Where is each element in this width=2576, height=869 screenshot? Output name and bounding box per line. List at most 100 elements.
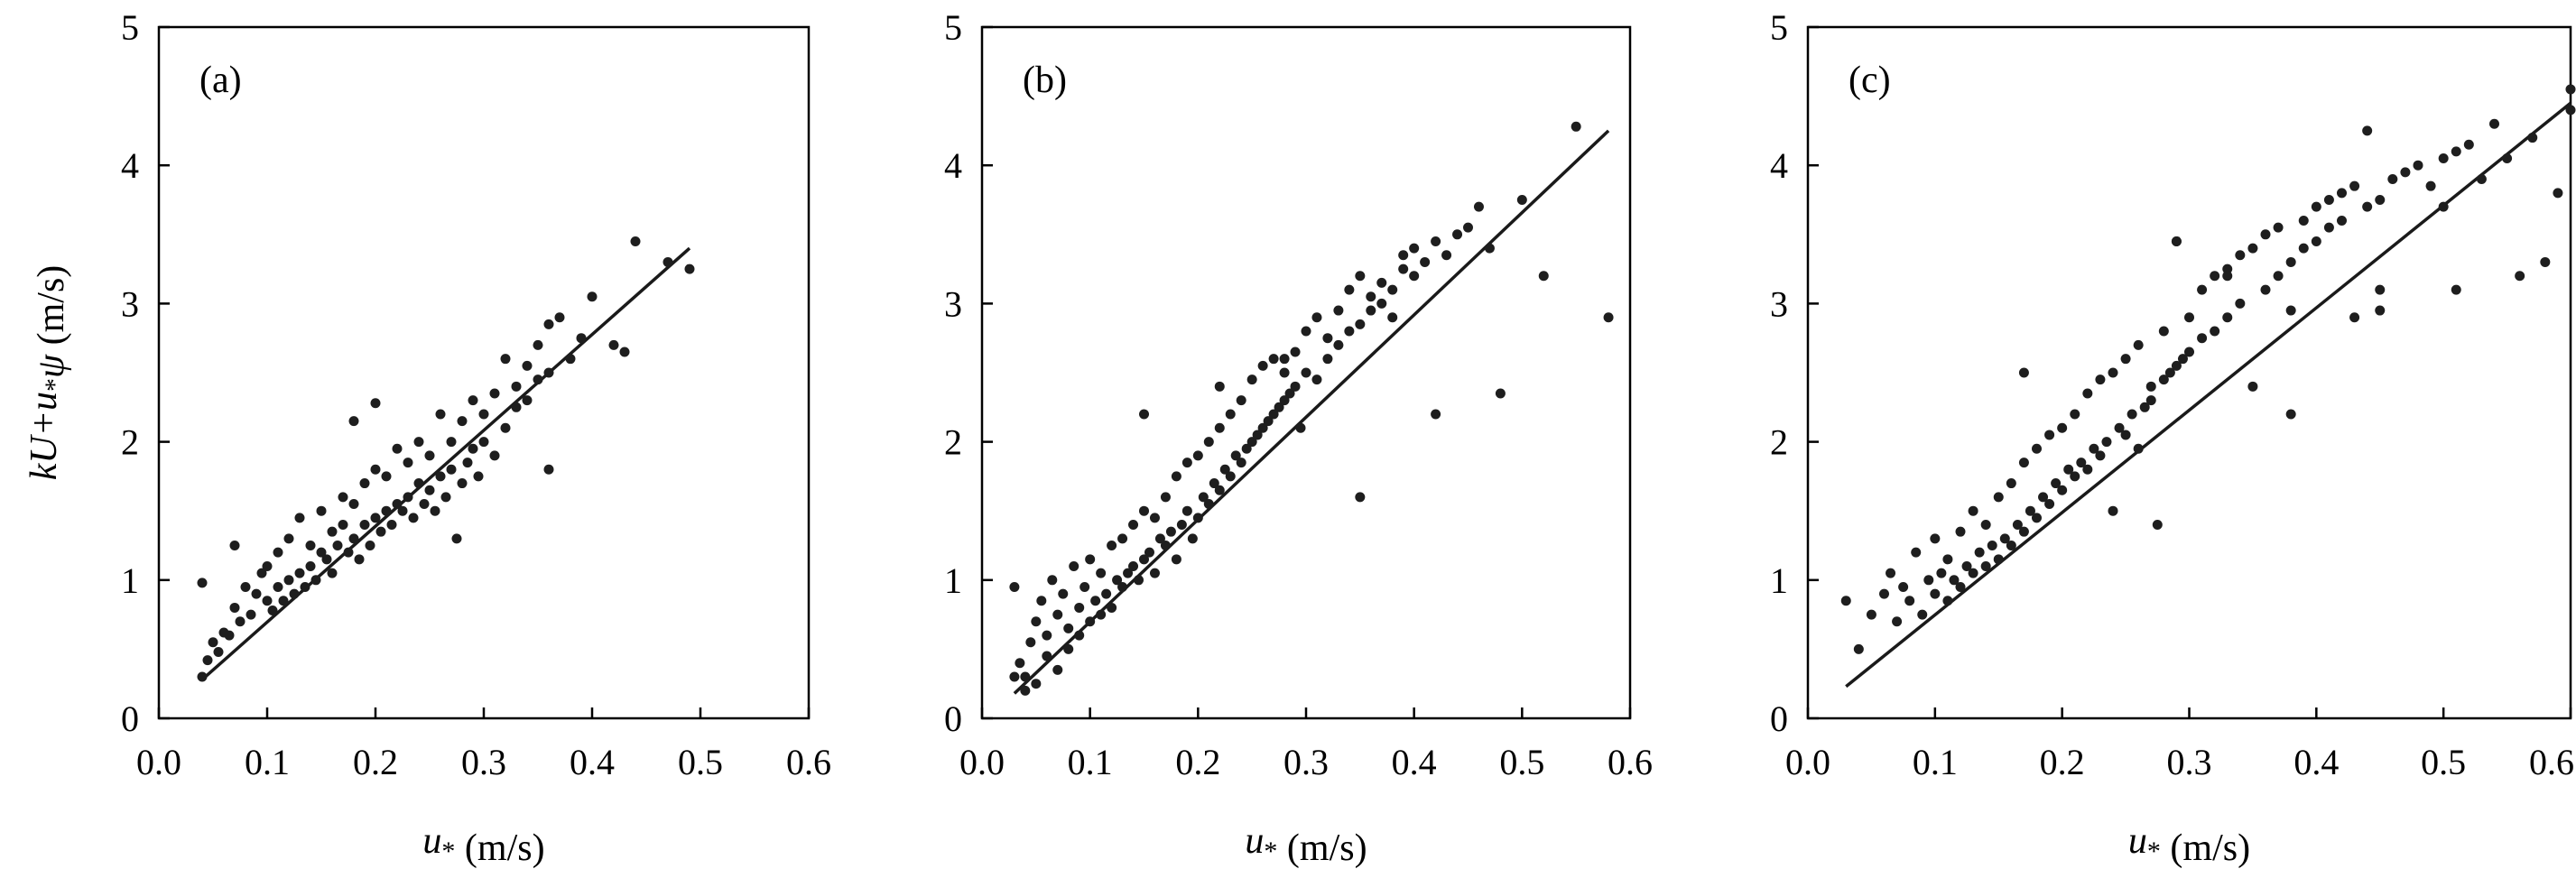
data-point	[1344, 284, 1355, 295]
data-point	[1031, 616, 1042, 627]
data-point	[370, 513, 381, 523]
data-point	[1257, 360, 1268, 371]
data-point	[1241, 443, 1252, 454]
data-point	[1020, 671, 1031, 682]
data-point	[1203, 499, 1214, 510]
data-point	[2114, 422, 2125, 433]
data-point	[1942, 596, 1953, 606]
data-point	[1192, 513, 1203, 523]
data-point	[1112, 575, 1123, 586]
data-point	[1123, 568, 1134, 578]
data-point	[1074, 630, 1085, 641]
data-point	[1069, 560, 1080, 571]
data-point	[305, 560, 316, 571]
y-tick-label: 2	[1770, 422, 1788, 463]
data-point	[2108, 367, 2118, 378]
data-point	[1198, 492, 1209, 503]
data-point	[1165, 526, 1176, 537]
data-point	[413, 478, 424, 489]
data-point	[1096, 609, 1107, 620]
data-point	[1268, 354, 1279, 365]
data-point	[2133, 443, 2144, 454]
data-point	[1263, 416, 1274, 427]
data-point	[1149, 513, 1160, 523]
data-point	[2285, 409, 2296, 420]
data-point	[576, 333, 587, 344]
data-point	[1063, 643, 1074, 654]
data-point	[2210, 271, 2220, 282]
data-point	[1840, 596, 1851, 606]
x-tick-label: 0.5	[678, 742, 723, 782]
data-point	[348, 416, 359, 427]
data-point	[2145, 381, 2156, 392]
data-point	[2247, 381, 2258, 392]
data-point	[2018, 367, 2029, 378]
data-point	[2127, 409, 2137, 420]
y-tick-label: 2	[944, 422, 962, 463]
y-tick-label: 4	[1770, 145, 1788, 186]
data-point	[1431, 409, 1441, 420]
data-point	[565, 354, 576, 365]
data-point	[1139, 505, 1149, 516]
data-point	[1279, 367, 1290, 378]
x-tick-label: 0.1	[1068, 742, 1113, 782]
data-point	[1219, 464, 1230, 475]
data-point	[2222, 263, 2233, 274]
data-point	[1930, 588, 1941, 599]
data-point	[256, 568, 267, 578]
data-point	[392, 443, 403, 454]
data-point	[2362, 201, 2373, 212]
data-point	[224, 630, 235, 641]
data-point	[2285, 305, 2296, 316]
data-point	[1398, 250, 1409, 261]
data-point	[1203, 437, 1214, 448]
data-point	[1463, 222, 1473, 233]
data-point	[1980, 520, 1991, 531]
data-point	[348, 499, 359, 510]
x-axis-label: u* (m/s)	[1245, 820, 1367, 869]
x-tick-label: 0.6	[786, 742, 831, 782]
chart-panel-c: 0 1 2 3 4 5 0.0 0.1 0.2 0.3 0.4 0.5 0.6 (c) u* (m/s)	[1770, 7, 2576, 869]
plot-frame	[157, 25, 811, 720]
data-point	[2082, 464, 2093, 475]
data-point	[2489, 118, 2499, 129]
data-point	[1279, 395, 1290, 406]
data-point	[2260, 229, 2271, 240]
data-point	[1431, 236, 1441, 246]
x-tick-label: 0.1	[245, 742, 290, 782]
data-point	[2413, 160, 2423, 171]
data-point	[1495, 388, 1506, 399]
data-point	[1063, 623, 1074, 633]
data-point	[1290, 381, 1301, 392]
y-tick-label: 1	[1770, 560, 1788, 601]
data-point	[1311, 374, 1322, 385]
data-point	[1930, 533, 1941, 544]
data-point	[403, 458, 413, 468]
data-point	[1949, 575, 1960, 586]
data-point	[1892, 616, 1903, 627]
data-point	[1154, 533, 1165, 544]
x-tick-label: 0.0	[959, 742, 1005, 782]
data-point	[543, 464, 554, 475]
data-point	[2184, 347, 2194, 357]
data-point	[2145, 395, 2156, 406]
data-point	[2158, 326, 2169, 337]
data-point	[381, 505, 392, 516]
data-point	[1942, 554, 1953, 565]
data-point	[359, 520, 370, 531]
data-point	[2476, 174, 2487, 185]
y-axis-label: kU+u*ψ (m/s)	[23, 265, 72, 481]
data-point	[2076, 458, 2087, 468]
data-point	[2057, 422, 2068, 433]
data-point	[2018, 458, 2029, 468]
data-point	[1139, 409, 1149, 420]
data-point	[2222, 312, 2233, 323]
data-point	[2375, 284, 2386, 295]
data-point	[533, 339, 543, 350]
chart-panel-a: 0 1 2 3 4 5 0.0 0.1 0.2 0.3 0.4 0.5 0.6 (a) u* (m/s) kU…	[23, 7, 831, 869]
data-point	[2463, 139, 2474, 150]
data-point	[273, 547, 283, 558]
data-point	[343, 547, 354, 558]
data-point	[262, 596, 273, 606]
